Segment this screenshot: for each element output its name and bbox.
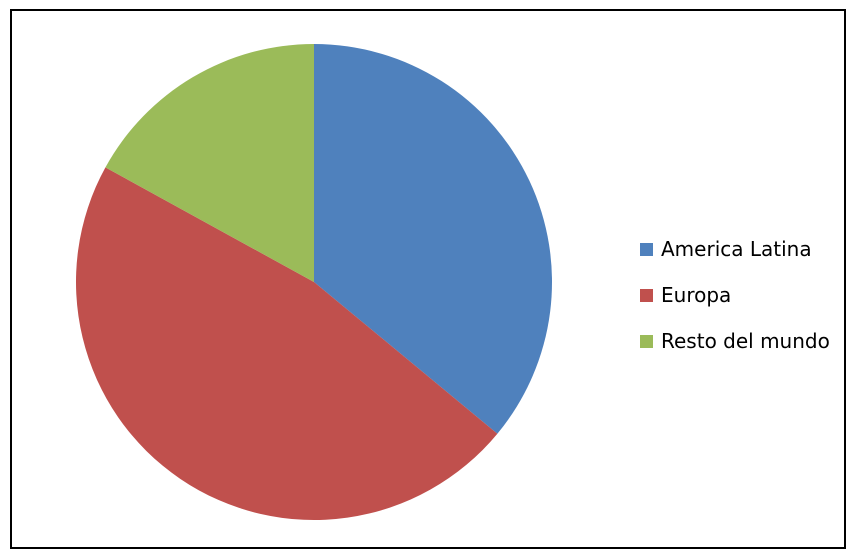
legend-item-europa: Europa [640,272,830,318]
legend-swatch [640,288,653,302]
pie-slice-america-latina [314,44,553,434]
legend-label: America Latina [661,237,812,261]
pie-slice-europa [75,167,498,521]
legend-swatch [640,334,653,348]
pie-chart [75,44,553,521]
legend: America Latina Europa Resto del mundo [640,226,830,364]
pie-slice-resto-del-mundo [105,44,314,282]
legend-item-america-latina: America Latina [640,226,830,272]
legend-swatch [640,242,653,256]
chart-area: America Latina Europa Resto del mundo [10,9,846,549]
legend-item-resto-del-mundo: Resto del mundo [640,318,830,364]
legend-label: Europa [661,283,732,307]
legend-label: Resto del mundo [661,329,830,353]
